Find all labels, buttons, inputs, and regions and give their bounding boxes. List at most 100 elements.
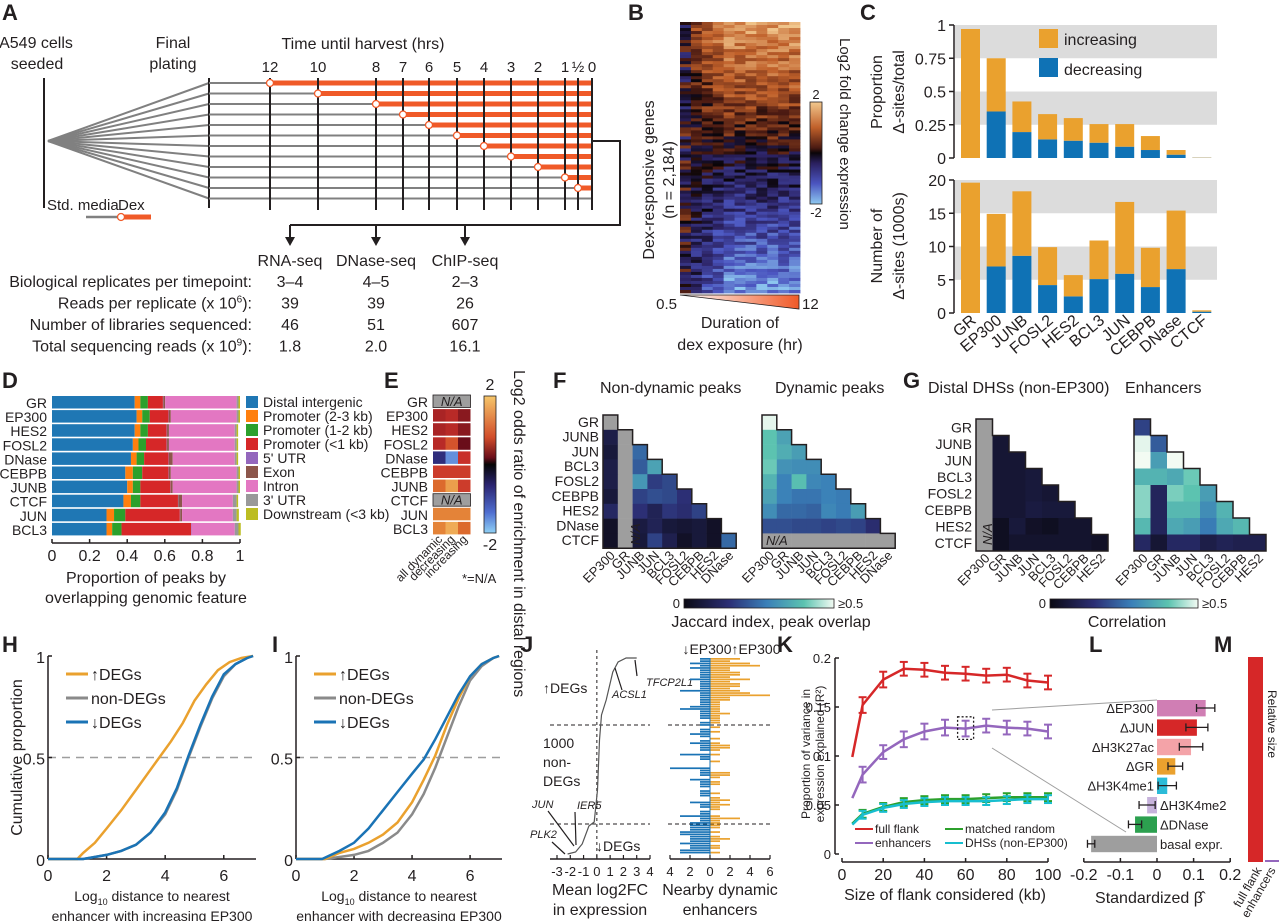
bar-down-ep300 bbox=[690, 826, 710, 829]
d-row-label: GR bbox=[26, 395, 47, 411]
heatmap-cell bbox=[756, 259, 768, 264]
bar-up-ep300 bbox=[710, 683, 740, 685]
heatmap-cell bbox=[690, 58, 703, 62]
heatmap-cell bbox=[789, 61, 801, 65]
heatmap-cell bbox=[680, 130, 692, 134]
heatmap-cell bbox=[712, 289, 725, 294]
bar-up-ep300 bbox=[710, 660, 730, 662]
y-tick-label: 0.15 bbox=[806, 700, 831, 715]
panel-label-h: H bbox=[2, 632, 18, 657]
e-cell bbox=[458, 423, 471, 436]
fan-line bbox=[47, 103, 210, 142]
bar-down-ep300 bbox=[690, 828, 710, 831]
e-na-note: *=N/A bbox=[462, 571, 497, 586]
heat-cell bbox=[992, 501, 1010, 519]
heatmap-cell bbox=[734, 205, 746, 210]
d-legend-swatch bbox=[246, 480, 258, 492]
l-label: basal expr. bbox=[1160, 837, 1223, 852]
bar-down-ep300 bbox=[700, 730, 710, 733]
k-legend-label: DHSs (non-EP300) bbox=[965, 836, 1068, 850]
heatmap-cell bbox=[690, 82, 703, 86]
heatmap-cell bbox=[712, 31, 725, 35]
heatmap-cell bbox=[756, 247, 768, 252]
panel-label-m: M bbox=[1214, 632, 1232, 657]
panel-label-j: J bbox=[521, 632, 533, 657]
heatmap-cell bbox=[712, 175, 725, 179]
heatmap-cell bbox=[767, 265, 779, 270]
heatmap-cell bbox=[734, 166, 746, 170]
heatmap-cell bbox=[778, 196, 790, 201]
e-cell bbox=[458, 479, 471, 493]
bar-up-ep300 bbox=[710, 792, 720, 795]
d-segment-Promoter (<1 kb) bbox=[149, 410, 169, 423]
heatmap-cell bbox=[734, 193, 746, 198]
d-row-label: HES2 bbox=[10, 423, 47, 439]
bar-up-ep300 bbox=[710, 673, 740, 676]
heatmap-cell bbox=[680, 214, 692, 219]
heatmap-cell bbox=[789, 58, 801, 62]
heatmap-cell bbox=[723, 25, 735, 29]
heat-cell bbox=[836, 489, 852, 505]
d-legend-swatch bbox=[246, 466, 258, 478]
heatmap-cell bbox=[690, 49, 703, 53]
heatmap-cell bbox=[680, 157, 692, 161]
d-row-label: CTCF bbox=[10, 494, 47, 510]
x-tick-label: 0.1 bbox=[1182, 867, 1204, 884]
heatmap-cell bbox=[745, 256, 757, 261]
heat-cell bbox=[806, 489, 822, 505]
heatmap-cell bbox=[690, 193, 703, 198]
heat-cell bbox=[806, 533, 822, 549]
timepoint-label: 12 bbox=[262, 59, 279, 76]
heatmap-cell bbox=[701, 187, 714, 192]
heat-cell bbox=[1167, 468, 1184, 486]
bar-down-ep300 bbox=[690, 705, 710, 708]
heatmap-cell bbox=[756, 34, 768, 38]
heat-cell bbox=[617, 459, 633, 475]
heatmap-cell bbox=[723, 190, 735, 195]
heatmap-cell bbox=[756, 97, 768, 101]
heat-cell bbox=[632, 459, 648, 475]
heatmap-cell bbox=[680, 205, 692, 210]
heatmap-cell bbox=[745, 283, 757, 288]
heatmap-cell bbox=[723, 28, 735, 32]
heatmap-cell bbox=[789, 208, 801, 213]
bar-down-ep300 bbox=[700, 724, 710, 726]
bar-up-ep300 bbox=[710, 671, 740, 674]
heatmap-cell bbox=[680, 76, 692, 80]
heatmap-cell bbox=[680, 94, 692, 98]
assay-arrow-head bbox=[371, 237, 381, 246]
heatmap-cell bbox=[745, 28, 757, 32]
heatmap-cell bbox=[712, 217, 725, 222]
d-x-tick-label: 0.8 bbox=[191, 548, 213, 565]
heatmap-cell bbox=[745, 25, 757, 29]
heatmap-cell bbox=[734, 289, 746, 294]
heatmap-cell bbox=[778, 256, 790, 261]
heatmap-cell bbox=[767, 37, 779, 41]
heatmap-cell bbox=[712, 202, 725, 207]
heatmap-cell bbox=[723, 247, 735, 252]
heatmap-cell bbox=[767, 88, 779, 92]
heatmap-cell bbox=[712, 187, 725, 192]
grid-band bbox=[955, 180, 1217, 214]
c-bot-ylabel-1: Number of bbox=[869, 208, 886, 283]
k-line-enhancers bbox=[851, 724, 1049, 799]
heatmap-cell bbox=[690, 199, 703, 204]
heatmap-cell bbox=[756, 142, 768, 146]
bar-down-ep300 bbox=[700, 714, 710, 717]
d-segment-Promoter (2-3 kb) bbox=[123, 494, 131, 508]
heatmap-cell bbox=[680, 229, 692, 234]
heatmap-cell bbox=[690, 100, 703, 104]
heatmap-cell bbox=[723, 55, 735, 59]
heatmap-cell bbox=[745, 226, 757, 231]
heatmap-cell bbox=[767, 49, 779, 53]
heatmap-cell bbox=[701, 118, 714, 122]
heatmap-cell bbox=[680, 250, 692, 255]
heatmap-cell bbox=[723, 148, 735, 152]
heatmap-cell bbox=[745, 70, 757, 74]
heatmap-cell bbox=[680, 136, 692, 140]
m-bar-full-flank bbox=[1248, 657, 1263, 862]
e-row-label: CEBPB bbox=[381, 465, 428, 481]
heatmap-cell bbox=[789, 172, 801, 176]
heatmap-cell bbox=[745, 268, 757, 273]
heatmap-cell bbox=[745, 73, 757, 77]
